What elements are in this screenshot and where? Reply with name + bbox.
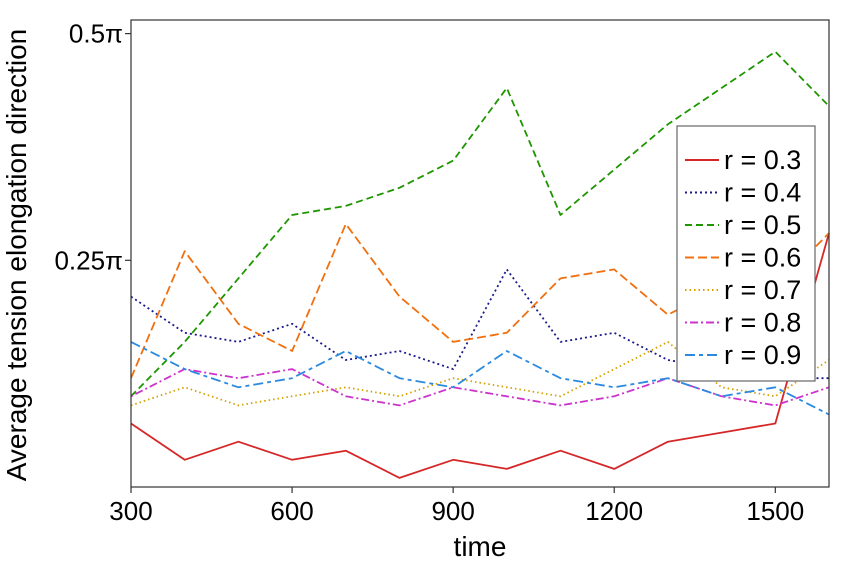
legend-label: r = 0.3 [724, 145, 801, 175]
legend: r = 0.3r = 0.4r = 0.5r = 0.6r = 0.7r = 0… [676, 125, 816, 382]
x-tick-label: 600 [270, 496, 313, 526]
series-line-1 [130, 232, 830, 479]
series-line-3 [130, 50, 830, 397]
legend-label: r = 0.5 [724, 210, 801, 240]
y-axis-title: Average tension elongation direction [1, 29, 32, 481]
legend-label: r = 0.8 [724, 308, 801, 338]
legend-box [676, 125, 816, 382]
legend-label: r = 0.7 [724, 275, 801, 305]
series-line-7 [130, 341, 830, 416]
y-axis: 0.25π 0.5π [54, 19, 131, 275]
x-axis: 300 600 900 1200 1500 [109, 487, 804, 526]
x-tick-label: 1500 [746, 496, 804, 526]
legend-label: r = 0.6 [724, 243, 801, 273]
x-tick-label: 300 [109, 496, 152, 526]
x-tick-label: 1200 [585, 496, 643, 526]
y-tick-label: 0.25π [54, 245, 123, 275]
series-line-6 [130, 368, 830, 407]
y-tick-label: 0.5π [69, 19, 123, 49]
x-tick-label: 900 [431, 496, 474, 526]
x-axis-title: time [454, 531, 507, 562]
legend-label: r = 0.4 [724, 178, 801, 208]
plot-frame [130, 19, 830, 488]
legend-label: r = 0.9 [724, 340, 801, 370]
